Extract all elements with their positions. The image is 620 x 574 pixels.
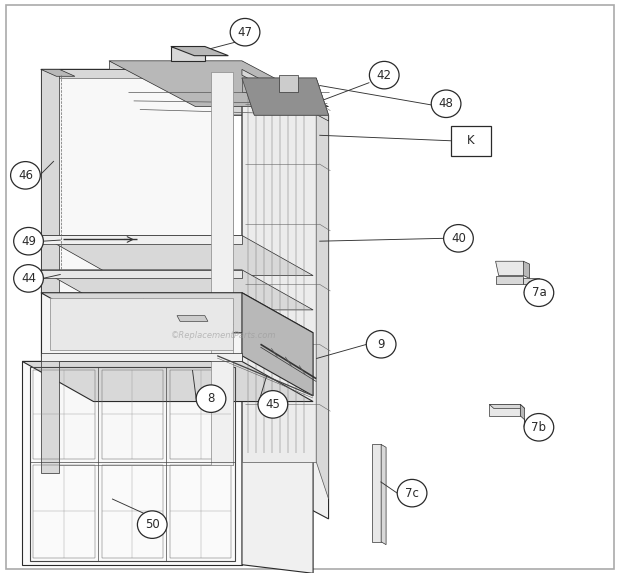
Polygon shape — [177, 316, 208, 321]
Polygon shape — [41, 293, 313, 333]
Polygon shape — [495, 261, 526, 276]
Text: 47: 47 — [237, 26, 252, 38]
Circle shape — [11, 162, 40, 189]
Polygon shape — [41, 69, 242, 473]
Polygon shape — [489, 405, 525, 408]
Text: ©ReplacementParts.com: ©ReplacementParts.com — [170, 331, 276, 340]
Text: 7a: 7a — [531, 286, 546, 299]
Polygon shape — [242, 78, 329, 115]
Polygon shape — [242, 78, 316, 461]
Text: 8: 8 — [207, 392, 215, 405]
Polygon shape — [279, 75, 298, 92]
Text: 45: 45 — [265, 398, 280, 411]
Circle shape — [432, 90, 461, 118]
Polygon shape — [171, 46, 205, 61]
Polygon shape — [171, 46, 228, 56]
FancyBboxPatch shape — [451, 126, 491, 156]
Circle shape — [366, 331, 396, 358]
Polygon shape — [22, 362, 242, 565]
Polygon shape — [211, 72, 232, 464]
Polygon shape — [242, 78, 329, 115]
Polygon shape — [489, 405, 520, 416]
Polygon shape — [242, 69, 329, 519]
Circle shape — [230, 18, 260, 46]
Circle shape — [524, 413, 554, 441]
Polygon shape — [372, 444, 381, 542]
Polygon shape — [242, 69, 329, 121]
Polygon shape — [50, 298, 232, 350]
Circle shape — [14, 227, 43, 255]
Polygon shape — [41, 293, 242, 356]
Polygon shape — [109, 61, 329, 107]
Circle shape — [196, 385, 226, 412]
Polygon shape — [41, 270, 242, 278]
Circle shape — [524, 279, 554, 307]
Polygon shape — [523, 278, 539, 284]
Polygon shape — [495, 276, 523, 284]
Polygon shape — [41, 69, 60, 473]
Polygon shape — [523, 261, 529, 278]
Text: 46: 46 — [18, 169, 33, 182]
Polygon shape — [381, 444, 386, 545]
Circle shape — [397, 479, 427, 507]
Text: K: K — [467, 134, 475, 148]
Text: 49: 49 — [21, 235, 36, 248]
Text: 42: 42 — [377, 69, 392, 82]
Text: 7b: 7b — [531, 421, 546, 434]
Text: 9: 9 — [378, 338, 385, 351]
Polygon shape — [22, 362, 313, 402]
Text: 50: 50 — [145, 518, 159, 531]
Circle shape — [138, 511, 167, 538]
Circle shape — [444, 224, 473, 252]
Text: 48: 48 — [439, 97, 454, 110]
Polygon shape — [41, 353, 242, 362]
Polygon shape — [109, 61, 242, 69]
Polygon shape — [242, 293, 313, 396]
Polygon shape — [41, 69, 75, 76]
Polygon shape — [316, 78, 329, 499]
Text: 40: 40 — [451, 232, 466, 245]
Polygon shape — [41, 270, 313, 310]
Polygon shape — [41, 69, 329, 115]
Text: 7c: 7c — [405, 487, 419, 499]
Polygon shape — [41, 235, 313, 276]
Circle shape — [14, 265, 43, 292]
Circle shape — [370, 61, 399, 89]
Polygon shape — [520, 405, 525, 420]
Polygon shape — [242, 362, 313, 573]
Polygon shape — [41, 235, 242, 244]
Text: 44: 44 — [21, 272, 36, 285]
Circle shape — [258, 391, 288, 418]
Polygon shape — [53, 78, 233, 464]
Polygon shape — [242, 78, 316, 92]
